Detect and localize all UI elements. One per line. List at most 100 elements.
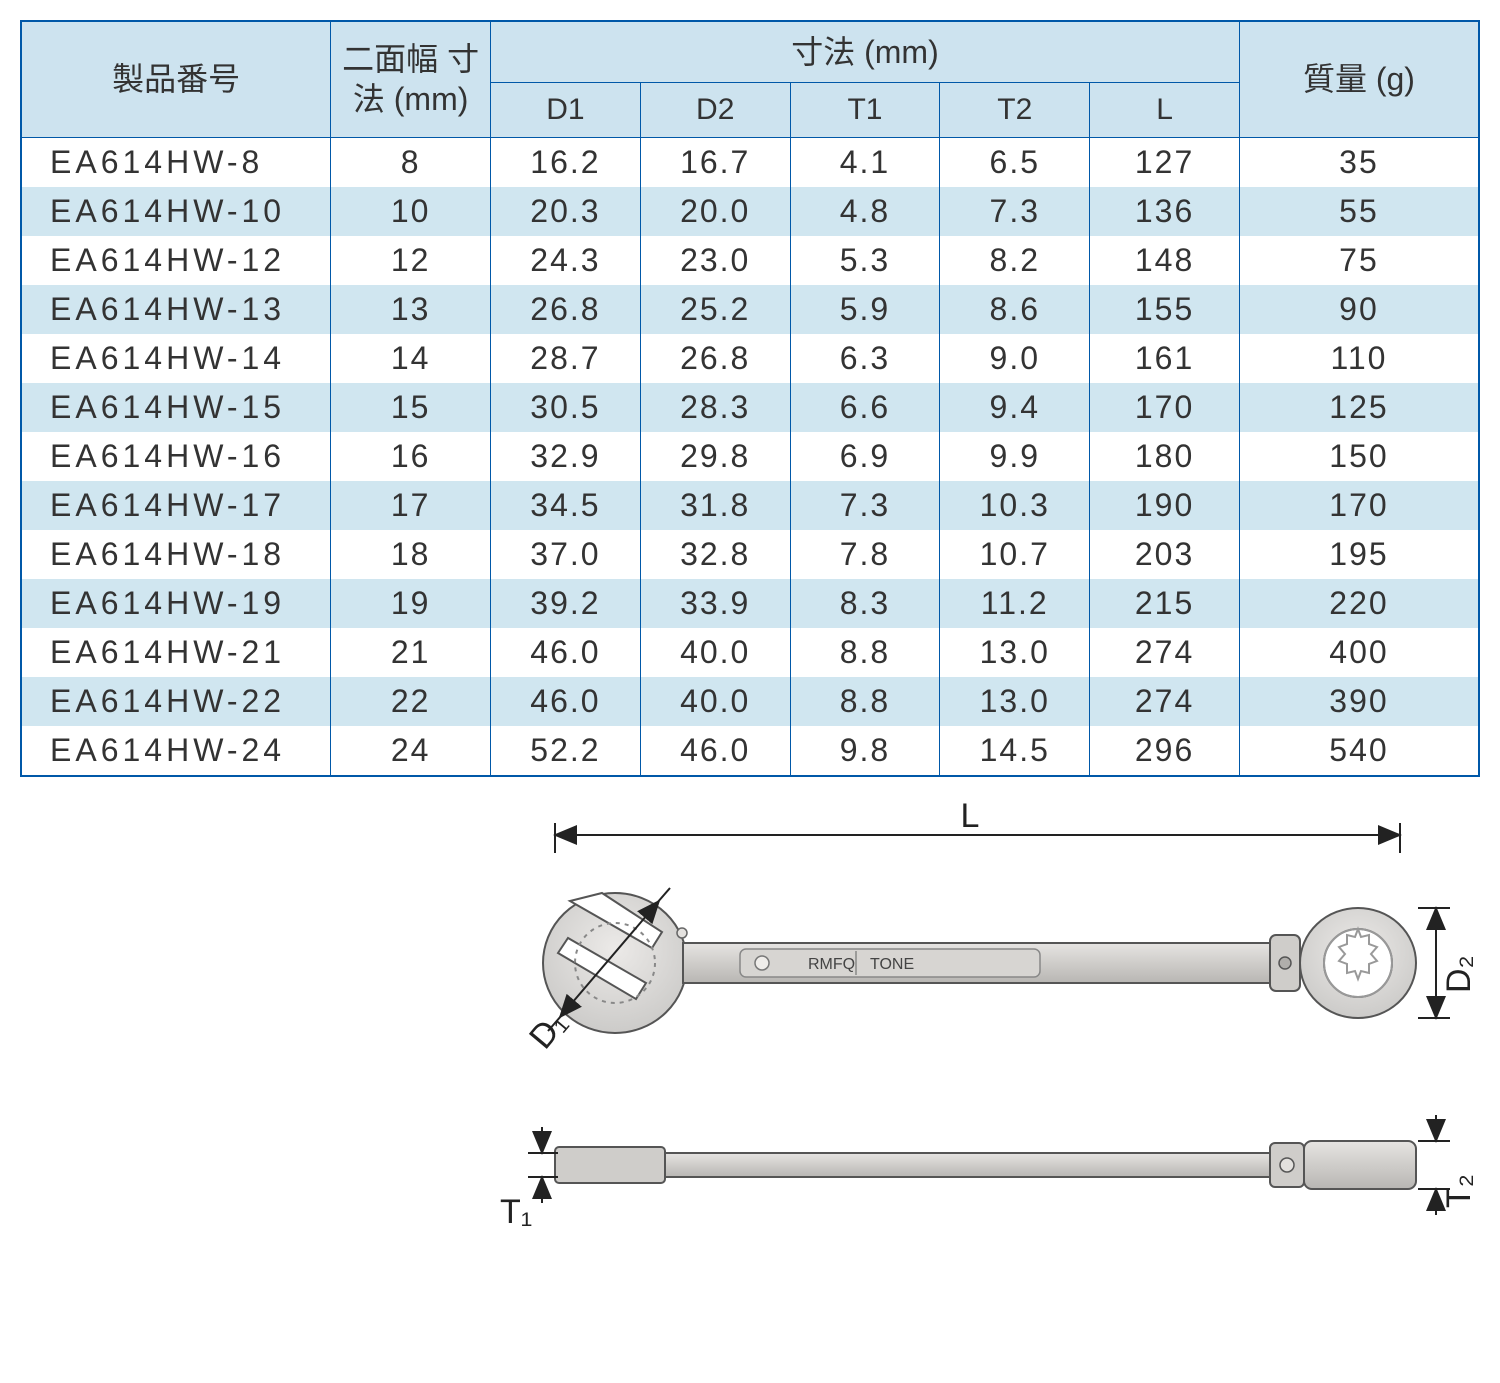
dim-label-L: L (961, 797, 980, 835)
wrench-diagram-svg: L RMFQ TONE (440, 793, 1480, 1263)
cell-product_no: EA614HW-13 (21, 285, 331, 334)
cell-t1: 9.8 (790, 726, 940, 776)
cell-d2: 46.0 (640, 726, 790, 776)
cell-d2: 16.7 (640, 137, 790, 187)
cell-size: 16 (331, 432, 491, 481)
cell-size: 18 (331, 530, 491, 579)
cell-d1: 39.2 (491, 579, 641, 628)
cell-d2: 31.8 (640, 481, 790, 530)
cell-l: 136 (1090, 187, 1240, 236)
cell-t1: 5.9 (790, 285, 940, 334)
cell-product_no: EA614HW-18 (21, 530, 331, 579)
cell-d2: 32.8 (640, 530, 790, 579)
cell-t1: 4.8 (790, 187, 940, 236)
cell-weight: 35 (1239, 137, 1479, 187)
cell-d1: 24.3 (491, 236, 641, 285)
cell-d1: 46.0 (491, 628, 641, 677)
cell-weight: 390 (1239, 677, 1479, 726)
cell-d2: 25.2 (640, 285, 790, 334)
cell-l: 170 (1090, 383, 1240, 432)
engraving-2: TONE (870, 956, 914, 973)
cell-size: 8 (331, 137, 491, 187)
cell-d1: 46.0 (491, 677, 641, 726)
cell-product_no: EA614HW-12 (21, 236, 331, 285)
cell-size: 14 (331, 334, 491, 383)
cell-size: 22 (331, 677, 491, 726)
col-header-d2: D2 (640, 83, 790, 138)
cell-t2: 8.6 (940, 285, 1090, 334)
cell-l: 161 (1090, 334, 1240, 383)
col-header-size: 二面幅 寸法 (mm) (331, 21, 491, 137)
cell-product_no: EA614HW-16 (21, 432, 331, 481)
cell-size: 15 (331, 383, 491, 432)
cell-t1: 6.3 (790, 334, 940, 383)
cell-product_no: EA614HW-21 (21, 628, 331, 677)
cell-weight: 170 (1239, 481, 1479, 530)
cell-size: 21 (331, 628, 491, 677)
table-row: EA614HW-222246.040.08.813.0274390 (21, 677, 1479, 726)
cell-t1: 8.3 (790, 579, 940, 628)
cell-product_no: EA614HW-8 (21, 137, 331, 187)
cell-d1: 26.8 (491, 285, 641, 334)
table-row: EA614HW-101020.320.04.87.313655 (21, 187, 1479, 236)
cell-weight: 90 (1239, 285, 1479, 334)
cell-product_no: EA614HW-19 (21, 579, 331, 628)
table-row: EA614HW-121224.323.05.38.214875 (21, 236, 1479, 285)
cell-d1: 16.2 (491, 137, 641, 187)
cell-t2: 7.3 (940, 187, 1090, 236)
cell-t2: 14.5 (940, 726, 1090, 776)
cell-product_no: EA614HW-14 (21, 334, 331, 383)
cell-t2: 6.5 (940, 137, 1090, 187)
cell-d2: 40.0 (640, 677, 790, 726)
cell-product_no: EA614HW-22 (21, 677, 331, 726)
col-header-t2: T2 (940, 83, 1090, 138)
col-header-d1: D1 (491, 83, 641, 138)
cell-d2: 26.8 (640, 334, 790, 383)
cell-l: 274 (1090, 628, 1240, 677)
cell-l: 203 (1090, 530, 1240, 579)
cell-t1: 6.6 (790, 383, 940, 432)
cell-l: 296 (1090, 726, 1240, 776)
col-header-t1: T1 (790, 83, 940, 138)
col-header-dimensions: 寸法 (mm) (491, 21, 1240, 83)
engraving-1: RMFQ (808, 956, 855, 973)
table-row: EA614HW-242452.246.09.814.5296540 (21, 726, 1479, 776)
cell-t1: 7.8 (790, 530, 940, 579)
cell-t2: 10.7 (940, 530, 1090, 579)
cell-weight: 110 (1239, 334, 1479, 383)
cell-l: 148 (1090, 236, 1240, 285)
table-row: EA614HW-141428.726.86.39.0161110 (21, 334, 1479, 383)
cell-weight: 55 (1239, 187, 1479, 236)
cell-t2: 9.4 (940, 383, 1090, 432)
cell-l: 127 (1090, 137, 1240, 187)
table-row: EA614HW-131326.825.25.98.615590 (21, 285, 1479, 334)
cell-size: 12 (331, 236, 491, 285)
cell-d1: 52.2 (491, 726, 641, 776)
table-row: EA614HW-151530.528.36.69.4170125 (21, 383, 1479, 432)
spec-table: 製品番号 二面幅 寸法 (mm) 寸法 (mm) 質量 (g) D1 D2 T1… (20, 20, 1480, 777)
cell-l: 155 (1090, 285, 1240, 334)
cell-t2: 10.3 (940, 481, 1090, 530)
cell-product_no: EA614HW-24 (21, 726, 331, 776)
wrench-top-view: RMFQ TONE (543, 893, 1416, 1033)
cell-t2: 8.2 (940, 236, 1090, 285)
dim-label-T2: T₂ (1440, 1174, 1478, 1208)
col-header-l: L (1090, 83, 1240, 138)
cell-product_no: EA614HW-15 (21, 383, 331, 432)
cell-size: 13 (331, 285, 491, 334)
cell-weight: 540 (1239, 726, 1479, 776)
cell-product_no: EA614HW-10 (21, 187, 331, 236)
col-header-weight: 質量 (g) (1239, 21, 1479, 137)
cell-d2: 20.0 (640, 187, 790, 236)
table-row: EA614HW-212146.040.08.813.0274400 (21, 628, 1479, 677)
cell-t2: 9.0 (940, 334, 1090, 383)
cell-weight: 125 (1239, 383, 1479, 432)
cell-t2: 11.2 (940, 579, 1090, 628)
cell-size: 10 (331, 187, 491, 236)
cell-d2: 28.3 (640, 383, 790, 432)
table-row: EA614HW-191939.233.98.311.2215220 (21, 579, 1479, 628)
table-row: EA614HW-171734.531.87.310.3190170 (21, 481, 1479, 530)
table-row: EA614HW-161632.929.86.99.9180150 (21, 432, 1479, 481)
cell-t1: 6.9 (790, 432, 940, 481)
cell-t2: 9.9 (940, 432, 1090, 481)
